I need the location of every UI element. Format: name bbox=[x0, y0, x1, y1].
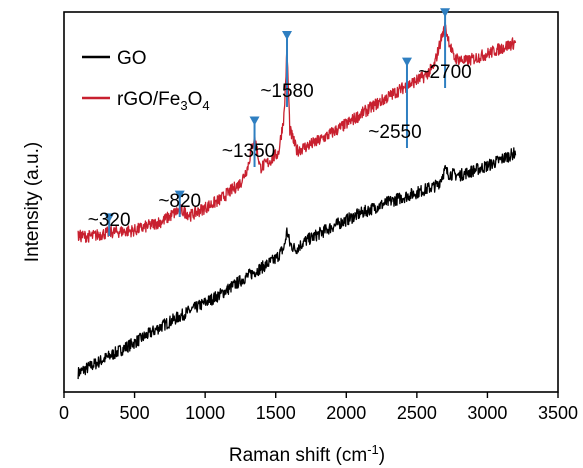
annotation-label: ~820 bbox=[158, 191, 201, 212]
legend: GO rGO/Fe3O4 bbox=[82, 48, 210, 113]
annotation-label: ~320 bbox=[88, 210, 131, 231]
peak-annotation: ~1350 bbox=[222, 116, 275, 167]
x-tick-label: 3000 bbox=[467, 403, 507, 423]
peak-annotation: ~820 bbox=[158, 190, 201, 217]
legend-label-rgo-fe3o4: rGO/Fe3O4 bbox=[117, 89, 210, 113]
x-tick-label: 2000 bbox=[326, 403, 366, 423]
peak-annotation: ~320 bbox=[88, 210, 131, 236]
y-axis-title: Intensity (a.u.) bbox=[22, 142, 43, 262]
annotation-label: ~2550 bbox=[368, 122, 421, 143]
x-axis-title: Raman shift (cm-1) bbox=[229, 442, 385, 466]
plot-frame bbox=[63, 11, 559, 393]
annotation-label: ~1580 bbox=[260, 81, 313, 102]
x-tick-label: 0 bbox=[59, 403, 69, 423]
axis-layer: 0 500 1000 1500 2000 2500 3000 3500 bbox=[59, 392, 578, 423]
annotation-arrow-head bbox=[401, 57, 412, 67]
peak-annotation: ~2700 bbox=[418, 8, 472, 88]
plot-border bbox=[63, 11, 559, 393]
series-layer bbox=[77, 22, 517, 380]
annotation-label: ~1350 bbox=[222, 141, 275, 162]
x-tick-label: 500 bbox=[120, 403, 150, 423]
x-tick-label: 2500 bbox=[397, 403, 437, 423]
annotation-arrow-head bbox=[104, 213, 115, 223]
x-tick-label: 1000 bbox=[185, 403, 225, 423]
x-tick-label: 1500 bbox=[256, 403, 296, 423]
annotation-arrow-head bbox=[249, 116, 260, 126]
annotation-arrow-head bbox=[174, 190, 185, 200]
annotation-arrow-head bbox=[440, 8, 451, 18]
series-line-go bbox=[77, 147, 517, 380]
x-tick-label: 3500 bbox=[538, 403, 578, 423]
x-axis-title-tail: ) bbox=[379, 445, 385, 466]
series-line-rgo-fe3o4 bbox=[77, 22, 517, 243]
x-axis-title-sup: -1 bbox=[367, 442, 379, 457]
annotation-arrow-head bbox=[282, 31, 293, 40]
annotation-layer: ~320 ~820 ~1350 ~1580 ~2550 ~2700 bbox=[88, 8, 472, 236]
peak-annotation: ~2550 bbox=[368, 57, 422, 148]
annotation-label: ~2700 bbox=[418, 62, 471, 83]
legend-label-go: GO bbox=[117, 48, 147, 69]
peak-annotation: ~1580 bbox=[260, 31, 314, 107]
x-axis-title-main: Raman shift (cm bbox=[229, 445, 367, 466]
